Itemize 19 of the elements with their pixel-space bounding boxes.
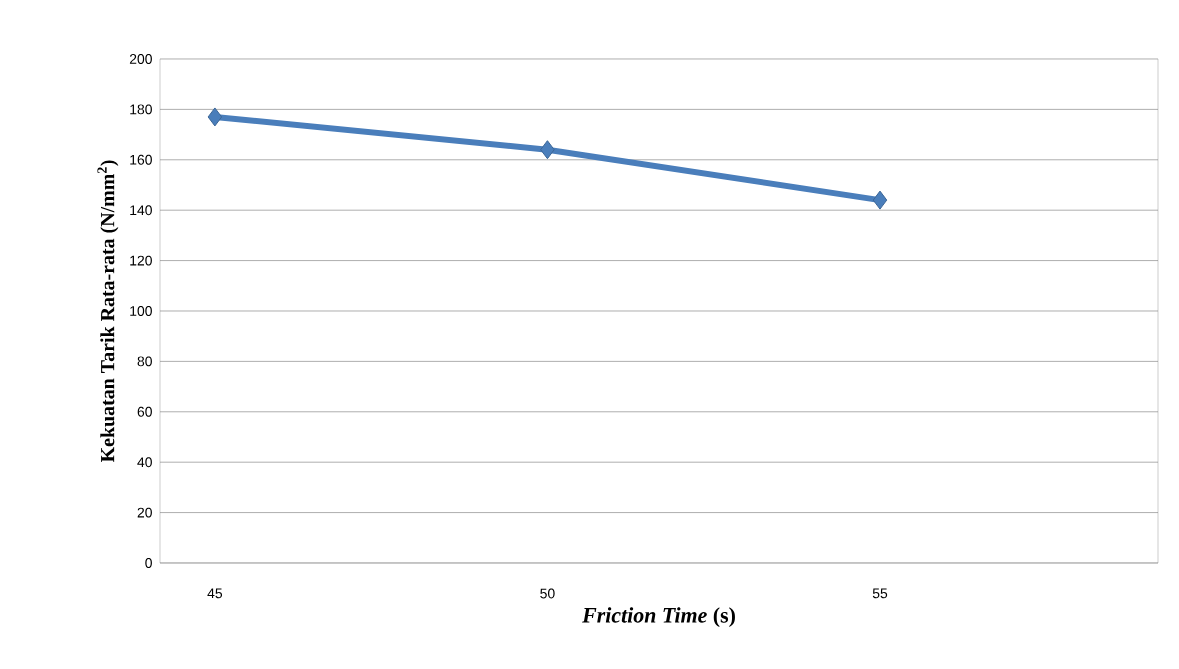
- x-tick-label: 55: [872, 588, 888, 599]
- point: [872, 190, 888, 210]
- y-tick-label: 20: [137, 507, 152, 518]
- y-tick-label: 120: [130, 255, 152, 266]
- y-axis-title: Kekuatan Tarik Rata-rata (N/mm$^{2}$): [97, 160, 119, 463]
- x-axis-title: Friction Time (s): [582, 607, 735, 628]
- y-tick-label: 0: [145, 558, 152, 568]
- point: [540, 140, 555, 160]
- y-tick-label: 140: [130, 205, 152, 216]
- point: [207, 107, 223, 127]
- y-tick-label: 200: [129, 54, 152, 64]
- x-tick-label: 45: [207, 588, 223, 599]
- y-tick-label: 80: [137, 356, 152, 367]
- y-tick-label: 100: [130, 306, 152, 316]
- y-tick-label: 60: [137, 406, 152, 417]
- y-tick-label: 180: [130, 104, 152, 115]
- y-tick-label: 40: [137, 457, 152, 468]
- x-tick-label: 50: [540, 588, 555, 599]
- y-tick-label: 160: [130, 154, 152, 165]
